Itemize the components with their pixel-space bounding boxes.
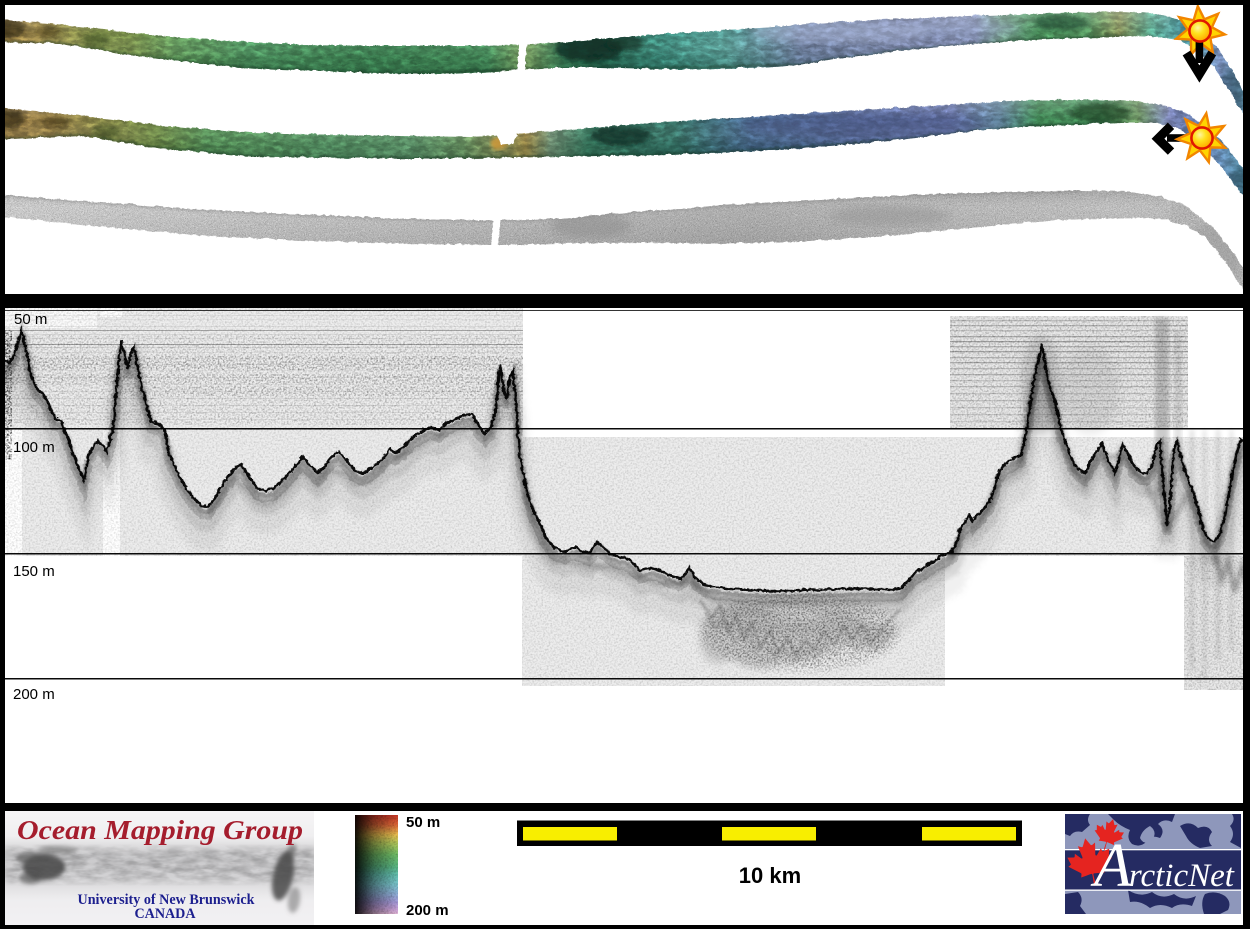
svg-text:CANADA: CANADA: [135, 906, 196, 922]
svg-text:200 m: 200 m: [406, 902, 449, 919]
svg-text:150 m: 150 m: [13, 563, 55, 580]
svg-text:50 m: 50 m: [406, 814, 440, 831]
svg-text:10 km: 10 km: [739, 863, 801, 888]
svg-text:50 m: 50 m: [14, 311, 47, 328]
svg-text:University of New Brunswick: University of New Brunswick: [78, 892, 256, 908]
svg-text:100 m: 100 m: [13, 439, 55, 456]
svg-text:ArcticNet: ArcticNet: [1090, 832, 1235, 900]
svg-text:200 m: 200 m: [13, 686, 55, 703]
svg-text:Ocean Mapping Group: Ocean Mapping Group: [17, 815, 303, 845]
